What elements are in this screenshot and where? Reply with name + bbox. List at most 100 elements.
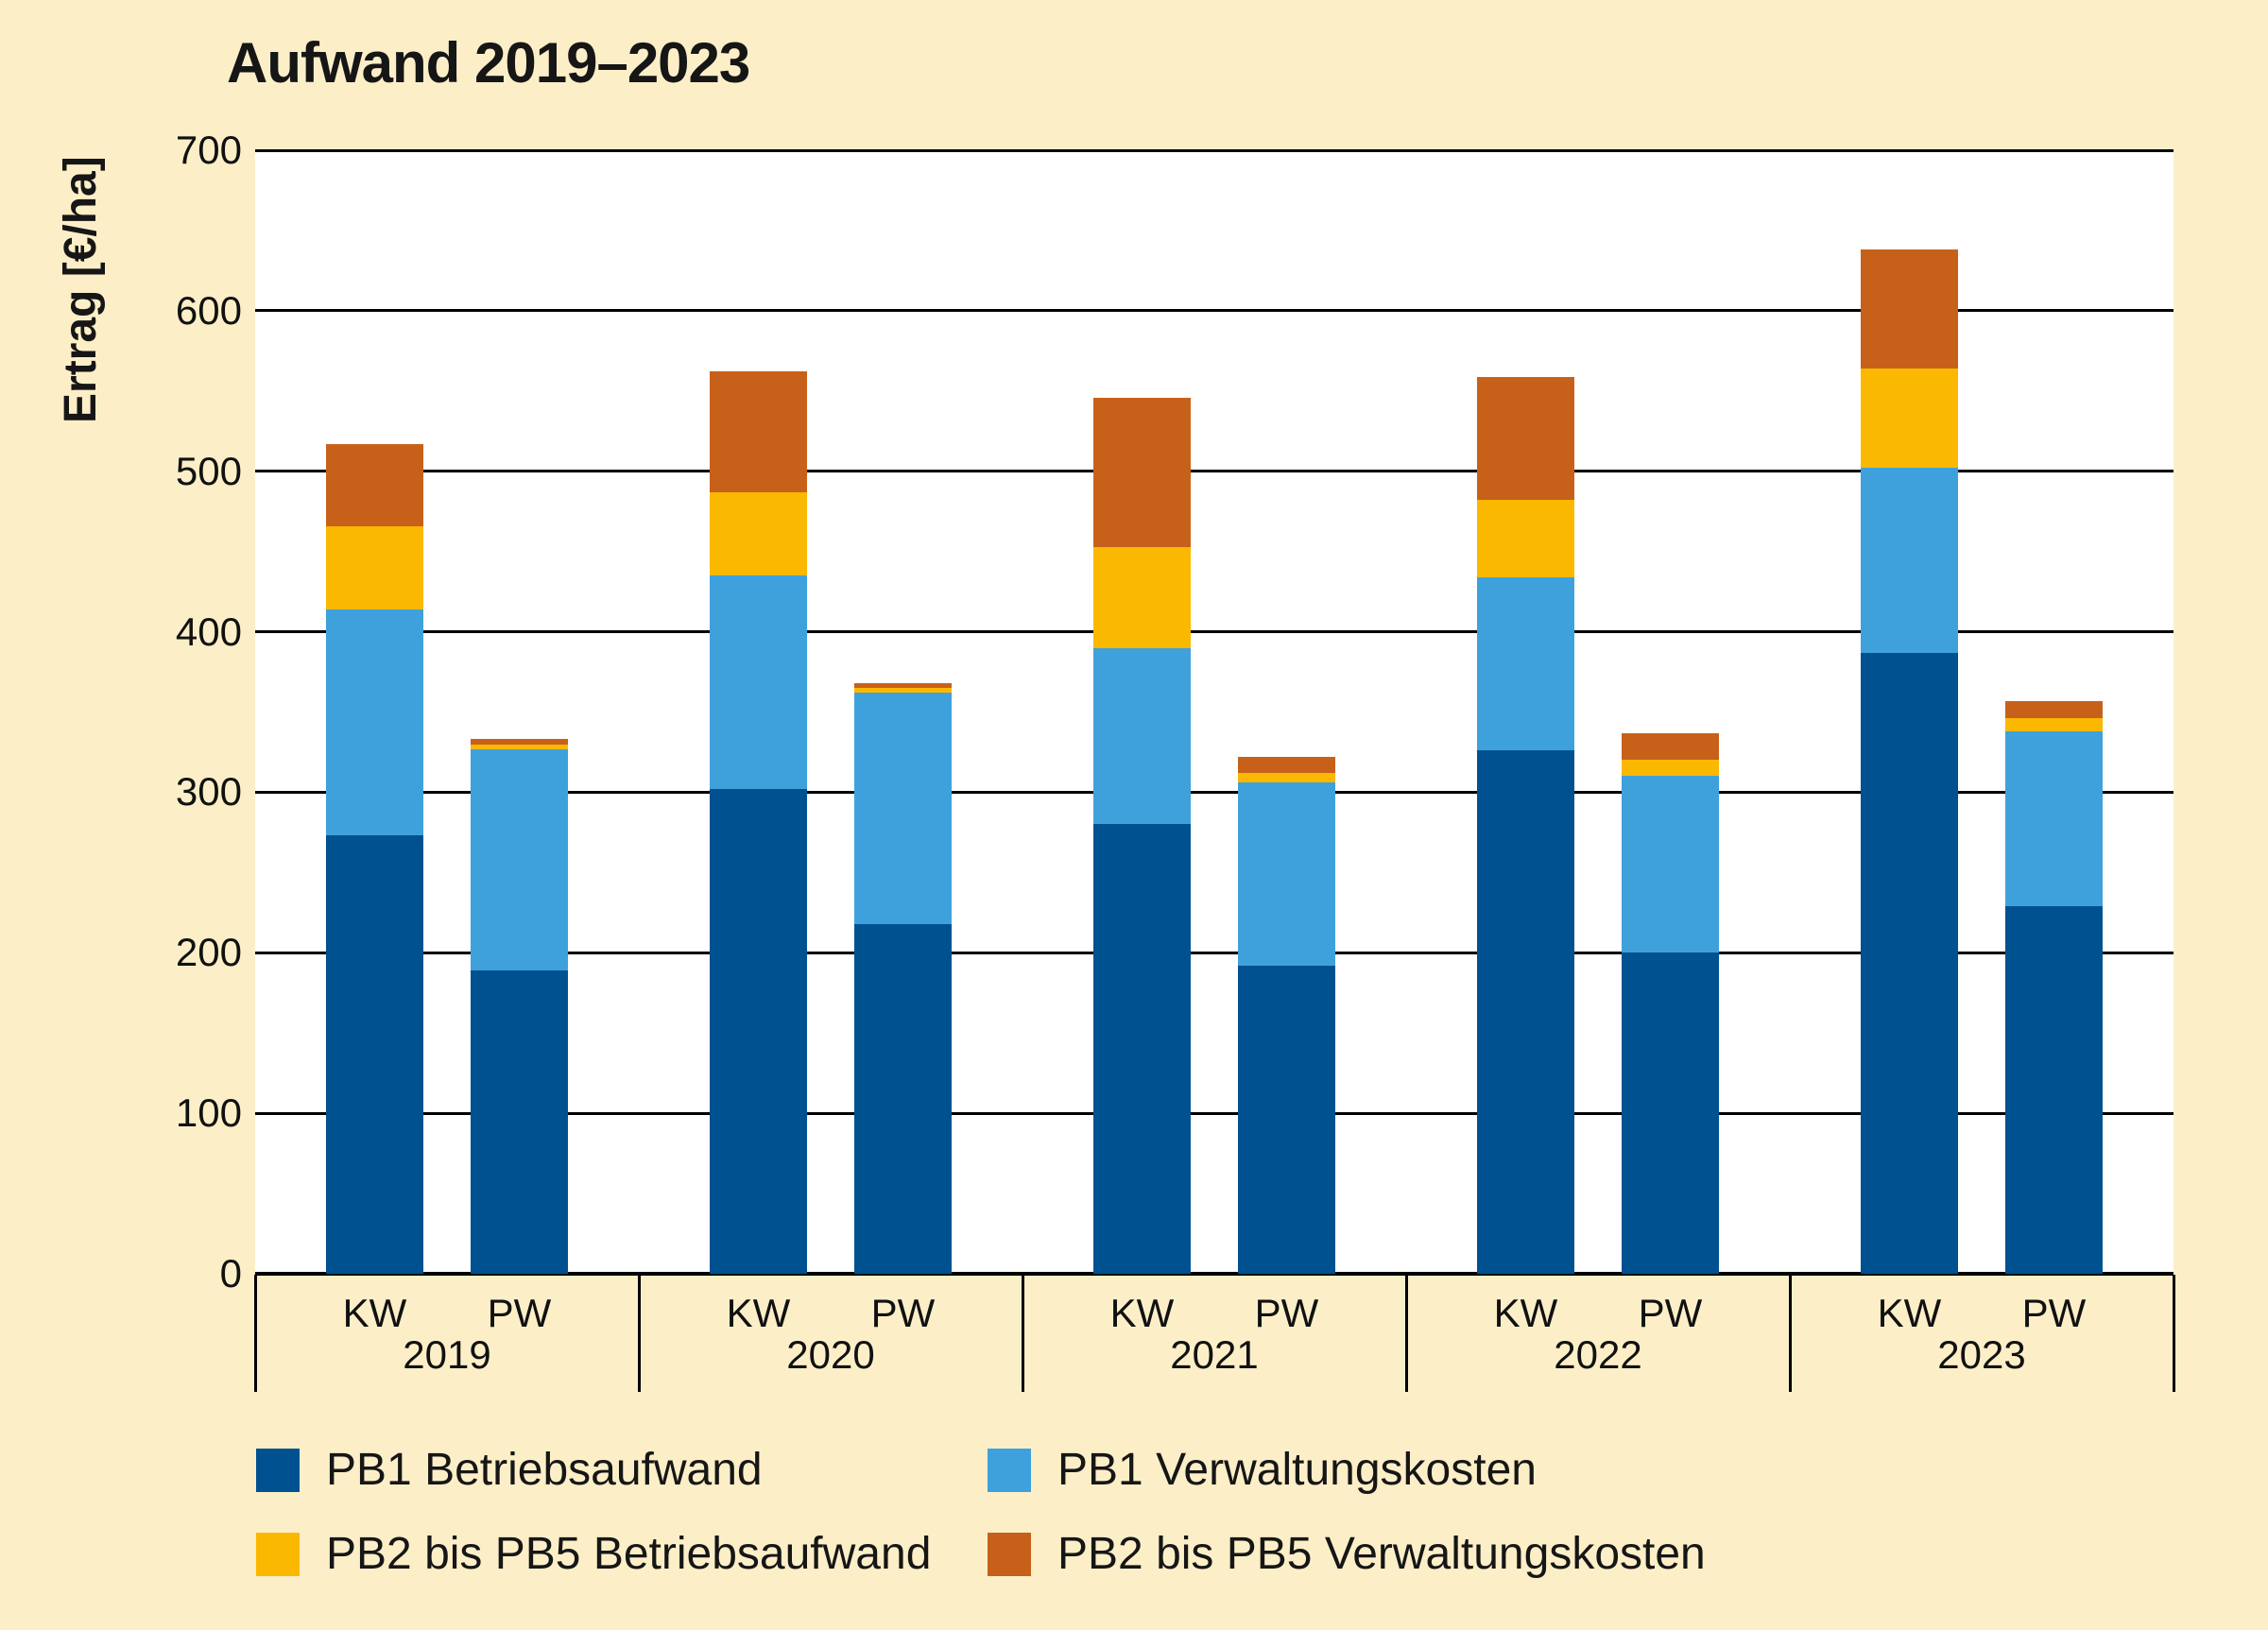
year-label-2020: 2020	[786, 1332, 875, 1377]
x-label-2022-kw: KW	[1493, 1291, 1558, 1335]
x-axis-line	[255, 1272, 2174, 1276]
bar-segment-2023-pw-pb1-verwaltungskosten	[2005, 730, 2103, 907]
bar-segment-2020-kw-pb2-bis-pb5-betriebsaufwand	[710, 491, 807, 576]
bar-segment-2023-kw-pb2-bis-pb5-verwaltungskosten	[1861, 249, 1958, 369]
plot-area	[255, 150, 2174, 1274]
legend-swatch-pb1-verwaltungskosten	[988, 1449, 1031, 1492]
bar-segment-2021-pw-pb1-betriebsaufwand	[1238, 965, 1335, 1274]
group-separator	[253, 1275, 257, 1392]
legend-label: PB1 Verwaltungskosten	[1057, 1445, 1537, 1495]
gridline-100	[255, 1111, 2174, 1115]
bar-segment-2023-pw-pb2-bis-pb5-verwaltungskosten	[2005, 700, 2103, 719]
x-label-2023-kw: KW	[1877, 1291, 1942, 1335]
x-label-2019-kw: KW	[342, 1291, 407, 1335]
y-tick-label-100: 100	[175, 1090, 242, 1136]
legend-item-pb2-pb5-betriebsaufwand: PB2 bis PB5 Betriebsaufwand	[256, 1529, 932, 1579]
bar-segment-2022-kw-pb2-bis-pb5-verwaltungskosten	[1477, 376, 1574, 501]
bar-2022-kw	[1477, 376, 1574, 1274]
gridline-400	[255, 630, 2174, 634]
bar-segment-2020-pw-pb2-bis-pb5-verwaltungskosten	[854, 682, 952, 689]
bar-segment-2023-kw-pb2-bis-pb5-betriebsaufwand	[1861, 369, 1958, 469]
bar-segment-2022-pw-pb2-bis-pb5-verwaltungskosten	[1622, 732, 1719, 761]
bar-group-2020	[639, 150, 1022, 1274]
bar-segment-2023-kw-pb1-betriebsaufwand	[1861, 652, 1958, 1274]
year-label-2023: 2023	[1937, 1332, 2026, 1377]
group-separator	[1404, 1275, 1408, 1392]
bar-segment-2022-pw-pb1-verwaltungskosten	[1622, 776, 1719, 953]
bar-segment-2019-pw-pb1-verwaltungskosten	[471, 748, 568, 970]
x-label-2022-pw: PW	[1638, 1291, 1703, 1335]
year-label-2021: 2021	[1170, 1332, 1259, 1377]
y-axis-title: Ertrag [€/ha]	[56, 156, 106, 423]
year-label-2022: 2022	[1554, 1332, 1642, 1377]
bar-segment-2019-kw-pb1-verwaltungskosten	[326, 609, 423, 836]
bar-segment-2023-pw-pb2-bis-pb5-betriebsaufwand	[2005, 718, 2103, 731]
y-tick-label-600: 600	[175, 287, 242, 333]
bar-group-2022	[1406, 150, 1790, 1274]
bar-segment-2022-pw-pb2-bis-pb5-betriebsaufwand	[1622, 760, 1719, 777]
bar-segment-2022-pw-pb1-betriebsaufwand	[1622, 952, 1719, 1274]
bar-segment-2020-kw-pb2-bis-pb5-verwaltungskosten	[710, 371, 807, 492]
bar-segment-2019-pw-pb2-bis-pb5-betriebsaufwand	[471, 744, 568, 749]
y-tick-label-400: 400	[175, 609, 242, 654]
bar-2020-pw	[854, 682, 952, 1274]
x-label-2021-kw: KW	[1109, 1291, 1175, 1335]
bar-segment-2020-pw-pb2-bis-pb5-betriebsaufwand	[854, 688, 952, 694]
legend-label: PB2 bis PB5 Betriebsaufwand	[326, 1529, 932, 1579]
bar-segment-2022-kw-pb1-betriebsaufwand	[1477, 750, 1574, 1274]
legend-item-pb2-pb5-verwaltungskosten: PB2 bis PB5 Verwaltungskosten	[988, 1529, 1706, 1579]
bar-segment-2020-pw-pb1-betriebsaufwand	[854, 923, 952, 1274]
bar-segment-2021-pw-pb2-bis-pb5-verwaltungskosten	[1238, 757, 1335, 774]
legend-swatch-pb2-pb5-verwaltungskosten	[988, 1533, 1031, 1576]
gridline-700	[255, 148, 2174, 152]
gridline-300	[255, 790, 2174, 794]
legend-label: PB1 Betriebsaufwand	[326, 1445, 763, 1495]
bar-group-2019	[255, 150, 639, 1274]
bar-segment-2021-kw-pb1-betriebsaufwand	[1093, 824, 1191, 1274]
x-label-2023-pw: PW	[2021, 1291, 2087, 1335]
legend-item-pb1-betriebsaufwand: PB1 Betriebsaufwand	[256, 1445, 763, 1495]
y-tick-label-700: 700	[175, 128, 242, 172]
group-separator	[2172, 1275, 2175, 1392]
group-separator	[637, 1275, 641, 1392]
x-label-2020-pw: PW	[870, 1291, 936, 1335]
legend-item-pb1-verwaltungskosten: PB1 Verwaltungskosten	[988, 1445, 1537, 1495]
year-label-2019: 2019	[403, 1332, 491, 1377]
bar-segment-2020-kw-pb1-betriebsaufwand	[710, 789, 807, 1274]
y-tick-label-200: 200	[175, 930, 242, 975]
bar-2021-kw	[1093, 397, 1191, 1274]
bar-group-2023	[1790, 150, 2174, 1274]
gridline-500	[255, 470, 2174, 473]
bar-segment-2021-pw-pb2-bis-pb5-betriebsaufwand	[1238, 773, 1335, 783]
bar-2020-kw	[710, 371, 807, 1274]
bar-segment-2023-kw-pb1-verwaltungskosten	[1861, 468, 1958, 653]
bar-segment-2022-kw-pb2-bis-pb5-betriebsaufwand	[1477, 500, 1574, 577]
gridline-600	[255, 309, 2174, 313]
bar-segment-2019-pw-pb1-betriebsaufwand	[471, 969, 568, 1274]
y-tick-label-300: 300	[175, 769, 242, 815]
bar-segment-2021-pw-pb1-verwaltungskosten	[1238, 782, 1335, 966]
bar-segment-2019-pw-pb2-bis-pb5-verwaltungskosten	[471, 739, 568, 745]
bar-segment-2023-pw-pb1-betriebsaufwand	[2005, 906, 2103, 1274]
group-separator	[1021, 1275, 1024, 1392]
x-label-2021-pw: PW	[1254, 1291, 1319, 1335]
gridline-200	[255, 951, 2174, 954]
legend-swatch-pb2-pb5-betriebsaufwand	[256, 1533, 300, 1576]
bar-2019-kw	[326, 443, 423, 1274]
bar-segment-2021-kw-pb2-bis-pb5-betriebsaufwand	[1093, 546, 1191, 648]
bar-segment-2019-kw-pb1-betriebsaufwand	[326, 835, 423, 1274]
bar-segment-2019-kw-pb2-bis-pb5-verwaltungskosten	[326, 443, 423, 526]
bar-segment-2021-kw-pb1-verwaltungskosten	[1093, 647, 1191, 825]
bar-2021-pw	[1238, 757, 1335, 1274]
y-tick-label-0: 0	[219, 1251, 242, 1295]
bar-group-2021	[1022, 150, 1406, 1274]
bar-2023-pw	[2005, 700, 2103, 1274]
bar-segment-2020-kw-pb1-verwaltungskosten	[710, 575, 807, 790]
legend-label: PB2 bis PB5 Verwaltungskosten	[1057, 1529, 1706, 1579]
bar-segment-2020-pw-pb1-verwaltungskosten	[854, 693, 952, 924]
bar-2023-kw	[1861, 249, 1958, 1274]
group-separator	[1788, 1275, 1792, 1392]
bar-segment-2021-kw-pb2-bis-pb5-verwaltungskosten	[1093, 397, 1191, 547]
bar-segment-2022-kw-pb1-verwaltungskosten	[1477, 576, 1574, 751]
